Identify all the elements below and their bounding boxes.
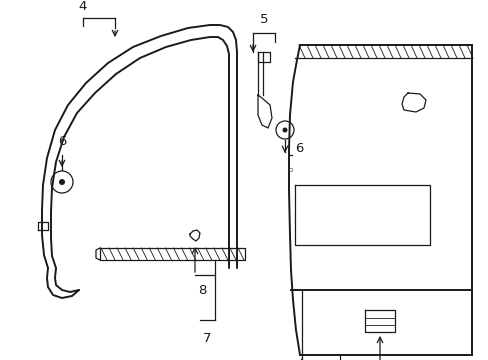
Text: 6: 6	[58, 135, 66, 148]
Text: D: D	[288, 167, 292, 172]
Text: 5: 5	[259, 13, 268, 26]
Circle shape	[282, 127, 287, 132]
Text: 7: 7	[203, 332, 211, 345]
Circle shape	[59, 179, 65, 185]
Text: 8: 8	[198, 284, 206, 297]
Text: 6: 6	[294, 141, 303, 154]
Text: 4: 4	[79, 0, 87, 13]
